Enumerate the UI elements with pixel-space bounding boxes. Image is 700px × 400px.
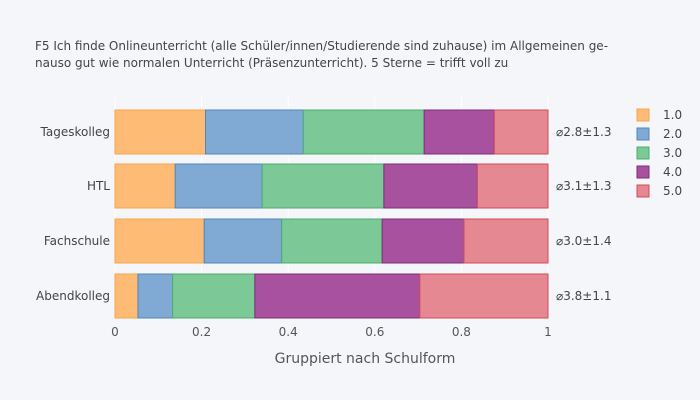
legend[interactable]: 1.0 2.0 3.0 4.0 5.0 xyxy=(636,108,682,198)
legend-item-1.0[interactable]: 1.0 xyxy=(636,108,682,122)
x-axis-ticks: 0 0.2 0.4 0.6 0.8 1 xyxy=(111,325,552,339)
bar-abendkolleg-1.0[interactable] xyxy=(114,273,139,319)
annotation-htl: ⌀3.1±1.3 xyxy=(556,179,611,193)
annotation-tageskolleg: ⌀2.8±1.3 xyxy=(556,125,611,139)
bar-tageskolleg-3.0[interactable] xyxy=(302,109,425,155)
legend-swatch-2.0 xyxy=(636,127,650,141)
legend-swatch-4.0 xyxy=(636,165,650,179)
bar-tageskolleg-1.0[interactable] xyxy=(114,109,206,155)
chart-title: F5 Ich finde Onlineunterricht (alle Schü… xyxy=(35,38,635,72)
legend-label-2.0: 2.0 xyxy=(663,127,682,141)
annotation-abendkolleg: ⌀3.8±1.1 xyxy=(556,289,611,303)
bar-tageskolleg-4.0[interactable] xyxy=(423,109,495,155)
x-tick-label-4: 0.8 xyxy=(452,325,471,339)
bar-area xyxy=(114,109,549,319)
x-tick-label-5: 1 xyxy=(544,325,552,339)
bar-abendkolleg-5.0[interactable] xyxy=(419,273,549,319)
legend-item-5.0[interactable]: 5.0 xyxy=(636,184,682,198)
x-tick-label-3: 0.6 xyxy=(365,325,384,339)
bar-abendkolleg-3.0[interactable] xyxy=(172,273,256,319)
y-tick-label-tageskolleg: Tageskolleg xyxy=(40,125,110,139)
legend-label-3.0: 3.0 xyxy=(663,146,682,160)
x-tick-label-0: 0 xyxy=(111,325,119,339)
bar-fachschule-4.0[interactable] xyxy=(381,218,465,264)
y-tick-label-abendkolleg: Abendkolleg xyxy=(36,289,110,303)
y-tick-label-fachschule: Fachschule xyxy=(44,234,110,248)
y-tick-label-htl: HTL xyxy=(87,179,110,193)
legend-label-5.0: 5.0 xyxy=(663,184,682,198)
legend-item-2.0[interactable]: 2.0 xyxy=(636,127,682,141)
bar-htl-4.0[interactable] xyxy=(383,163,478,209)
bar-tageskolleg-2.0[interactable] xyxy=(204,109,304,155)
bar-fachschule-1.0[interactable] xyxy=(114,218,205,264)
legend-item-4.0[interactable]: 4.0 xyxy=(636,165,682,179)
x-axis-title: Gruppiert nach Schulform xyxy=(275,351,456,367)
legend-item-3.0[interactable]: 3.0 xyxy=(636,146,682,160)
legend-label-1.0: 1.0 xyxy=(663,108,682,122)
legend-swatch-3.0 xyxy=(636,146,650,160)
bar-htl-1.0[interactable] xyxy=(114,163,176,209)
bar-fachschule-5.0[interactable] xyxy=(463,218,549,264)
legend-label-4.0: 4.0 xyxy=(663,165,682,179)
bar-fachschule-2.0[interactable] xyxy=(203,218,283,264)
bar-htl-2.0[interactable] xyxy=(174,163,263,209)
bar-htl-5.0[interactable] xyxy=(476,163,549,209)
legend-swatch-1.0 xyxy=(636,108,650,122)
y-axis-labels: Tageskolleg HTL Fachschule Abendkolleg xyxy=(36,125,110,303)
bar-tageskolleg-5.0[interactable] xyxy=(493,109,549,155)
legend-swatch-5.0 xyxy=(636,184,650,198)
bar-abendkolleg-2.0[interactable] xyxy=(137,273,174,319)
chart-title-line-2: nauso gut wie normalen Unterricht (Präse… xyxy=(35,56,509,70)
bar-htl-3.0[interactable] xyxy=(261,163,385,209)
annotation-fachschule: ⌀3.0±1.4 xyxy=(556,234,611,248)
bar-fachschule-3.0[interactable] xyxy=(281,218,383,264)
x-tick-label-1: 0.2 xyxy=(192,325,211,339)
bar-annotations: ⌀2.8±1.3 ⌀3.1±1.3 ⌀3.0±1.4 ⌀3.8±1.1 xyxy=(556,125,611,303)
chart-title-line-1: F5 Ich finde Onlineunterricht (alle Schü… xyxy=(35,39,609,53)
x-tick-label-2: 0.4 xyxy=(279,325,298,339)
bar-abendkolleg-4.0[interactable] xyxy=(254,273,421,319)
